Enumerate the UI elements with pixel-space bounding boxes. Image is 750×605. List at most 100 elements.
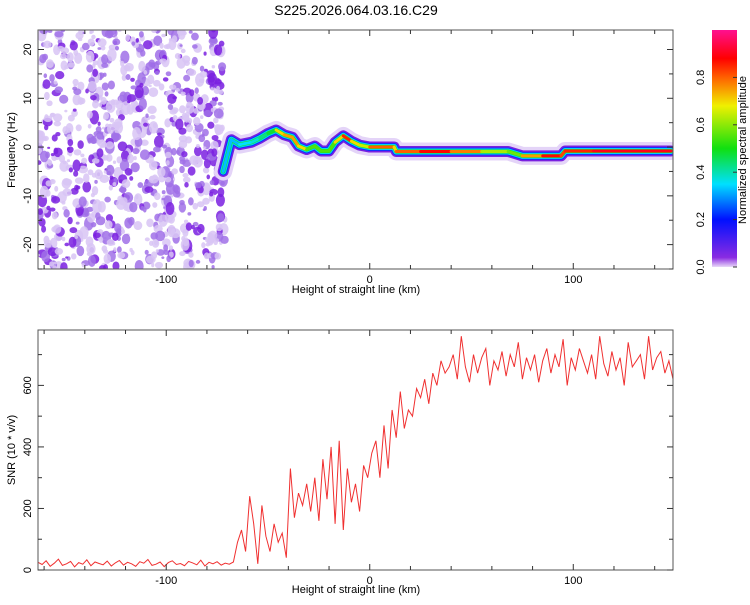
noise-blob [80,153,85,158]
noise-blob [49,207,56,212]
noise-blob [181,151,188,158]
y-tick-label: -20 [22,237,34,253]
noise-blob [101,62,109,68]
x-tick-label: 0 [367,575,373,587]
noise-blob [133,221,143,231]
noise-blob [191,32,199,41]
noise-blob [78,37,83,42]
noise-blob [182,114,190,122]
noise-blob [133,156,137,161]
noise-blob [98,94,103,101]
noise-blob [189,155,199,166]
noise-blob [166,160,170,166]
noise-blob [133,193,143,206]
noise-blob [72,93,81,106]
noise-blob [188,30,193,34]
noise-blob [116,228,122,235]
noise-blob [139,149,150,161]
y-tick-label: 10 [22,92,34,104]
colorbar-tick-label: 0.0 [695,259,707,274]
noise-blob [87,213,96,223]
noise-blob [76,245,85,257]
noise-blob [52,265,57,269]
noise-blob [208,30,219,39]
noise-blob [148,59,156,68]
noise-blob [135,37,139,43]
noise-blob [38,208,43,216]
noise-blob [79,226,89,240]
noise-blob [210,140,219,151]
noise-blob [193,145,202,157]
noise-blob [137,72,146,86]
x-axis-label-bottom: Height of straight line (km) [292,584,420,596]
noise-blob [98,102,102,108]
noise-blob [120,60,125,67]
noise-blob [39,185,49,198]
noise-blob [103,264,109,269]
noise-blob [164,118,172,128]
noise-blob [132,127,142,141]
noise-blob [167,224,176,235]
noise-blob [144,237,150,242]
noise-blob [172,184,179,193]
noise-blob [102,141,107,148]
noise-blob [64,64,69,70]
noise-blob [85,88,89,94]
noise-blob [188,197,194,206]
noise-blob [182,237,190,247]
ridge-segment [229,138,241,147]
noise-blob [124,217,133,229]
noise-blob [192,221,199,227]
noise-blob [164,151,172,159]
noise-blob [154,261,163,269]
noise-blob [191,56,198,65]
noise-blob [84,212,89,217]
ridge-segment [258,131,270,140]
noise-blob [148,121,159,134]
noise-blob [53,147,63,158]
noise-blob [130,250,135,256]
noise-blob [134,260,144,269]
noise-blob [43,73,48,79]
noise-blob [121,74,127,81]
noise-blob [72,108,77,112]
noise-blob [64,242,70,247]
noise-blob [102,72,107,77]
noise-blob [55,132,61,137]
noise-blob [91,186,99,196]
noise-blob [152,202,158,208]
noise-blob [138,98,147,110]
noise-blob [215,193,225,207]
noise-blob [175,88,180,92]
chart-title: S225.2026.064.03.16.C29 [274,2,438,18]
noise-blob [187,212,192,216]
noise-blob [195,143,200,149]
noise-blob [148,87,159,98]
noise-blob [186,101,192,109]
noise-blob [174,53,181,60]
noise-blob [183,219,189,224]
noise-blob [205,242,211,247]
noise-blob [41,250,51,263]
noise-blob [82,181,92,193]
plot-frame-bottom [37,329,674,571]
noise-blob [197,223,205,234]
noise-blob [91,34,96,40]
noise-blob [63,209,70,218]
noise-blob [209,180,215,186]
noise-blob [202,167,210,174]
noise-blob [153,240,159,246]
noise-blob [153,135,164,149]
noise-blob [67,146,74,153]
noise-blob [67,62,75,68]
noise-blob [169,84,177,90]
noise-blob [69,41,78,51]
noise-blob [96,148,104,158]
noise-blob [167,30,175,36]
noise-blob [163,249,169,256]
noise-blob [43,40,52,49]
noise-blob [179,251,186,257]
noise-blob [67,216,73,225]
noise-blob [97,47,102,50]
